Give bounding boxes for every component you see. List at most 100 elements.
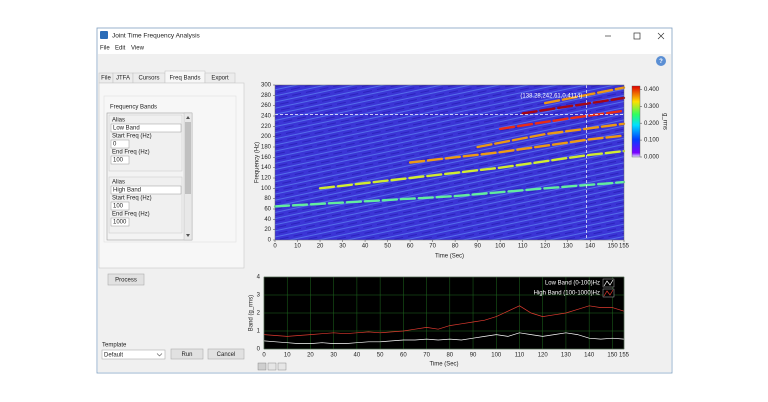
number-field[interactable] [110, 155, 130, 165]
tool-icon[interactable] [277, 362, 287, 371]
help-icon[interactable]: ? [659, 59, 663, 65]
colorbar-tick-label: 0.100 [644, 138, 660, 144]
x-tick-label: 110 [518, 244, 528, 250]
field-label: Start Freq (Hz) [112, 196, 152, 202]
x-tick-label: 0 [262, 353, 266, 359]
run-button[interactable] [170, 348, 204, 360]
text-field[interactable] [110, 185, 182, 195]
x-tick-label: 90 [474, 244, 481, 250]
y-tick-label: 180 [261, 145, 272, 151]
y-tick-label: 200 [261, 134, 272, 140]
series-line [263, 332, 625, 344]
number-field[interactable] [110, 217, 130, 227]
legend-label: High Band (100-1000)Hz [534, 291, 600, 297]
x-tick-label: 120 [540, 244, 551, 250]
x-tick-label: 70 [429, 244, 436, 250]
process-label[interactable]: Process [115, 278, 137, 284]
menu-item[interactable]: Edit [115, 46, 126, 52]
tab-label[interactable]: JTFA [116, 76, 130, 82]
legend-line [603, 289, 614, 297]
x-tick-label: 100 [495, 244, 506, 250]
field-label: End Freq (Hz) [112, 212, 150, 218]
dropdown-arrow[interactable] [156, 353, 163, 357]
template-dropdown[interactable] [101, 349, 166, 360]
ridge [476, 122, 626, 149]
field-value[interactable]: 100 [113, 158, 124, 164]
menu-item[interactable]: View [131, 46, 145, 52]
y-tick-label: 60 [264, 207, 271, 213]
process-button[interactable] [107, 273, 145, 286]
x-tick-label: 30 [330, 353, 337, 359]
cancel-button[interactable] [207, 348, 245, 360]
tab-label[interactable]: Export [211, 76, 229, 82]
field-value[interactable]: High Band [113, 188, 141, 194]
series-line [263, 305, 625, 337]
band-entries: Alias Low Band Start Freq (Hz) 0 End Freq (H… [108, 114, 183, 234]
group-title: Frequency Bands [110, 105, 157, 111]
x-tick-label: 0 [273, 244, 277, 250]
y-tick-label: 260 [261, 103, 272, 109]
text-field[interactable] [110, 123, 182, 133]
cancel-label[interactable]: Cancel [217, 352, 236, 358]
field-value[interactable]: Low Band [113, 126, 140, 132]
x-tick-label: 155 [619, 244, 630, 250]
number-field[interactable] [110, 201, 130, 211]
template-label: Template [102, 343, 127, 349]
y-tick-label: 0 [268, 238, 272, 244]
x-tick-label: 80 [452, 244, 459, 250]
y-tick-label: 100 [261, 186, 272, 192]
tool-icon[interactable] [267, 362, 277, 371]
help-button[interactable] [656, 56, 666, 66]
scroll-thumb[interactable] [185, 122, 191, 194]
tab-label[interactable]: Freq Bands [169, 76, 200, 82]
ridge [499, 109, 626, 131]
plot-frame [274, 84, 625, 241]
y-tick-label: 0 [257, 347, 261, 353]
y-tick-label: 300 [261, 83, 272, 89]
x-tick-label: 90 [470, 353, 477, 359]
close-button[interactable] [657, 32, 665, 40]
colorbar-title: g_rms [661, 113, 667, 130]
x-tick-label: 100 [491, 353, 502, 359]
x-tick-label: 50 [377, 353, 384, 359]
field-value[interactable]: 0 [113, 142, 117, 148]
legend-label: Low Band (0-100)Hz [545, 281, 600, 287]
field-value[interactable]: 1000 [113, 220, 127, 226]
ridge [408, 134, 626, 164]
x-tick-label: 60 [400, 353, 407, 359]
ridge [521, 96, 626, 115]
y-tick-label: 20 [264, 227, 271, 233]
y-tick-label: 120 [261, 176, 272, 182]
tab-label[interactable]: File [101, 76, 111, 82]
colorbar-tick-label: 0.400 [644, 87, 660, 93]
y-tick-label: 80 [264, 196, 271, 202]
x-tick-label: 10 [284, 353, 291, 359]
y-tick-label: 220 [261, 124, 272, 130]
x-tick-label: 20 [307, 353, 314, 359]
x-tick-label: 120 [538, 353, 549, 359]
y-tick-label: 240 [261, 114, 272, 120]
charts: (138.28,242.61,0.4114)0 10 20 30 40 50 60 70 80 9… [249, 83, 668, 368]
y-tick-label: 2 [257, 311, 261, 317]
maximize-button[interactable] [633, 32, 641, 40]
y-axis-title: Band (g_rms) [249, 295, 255, 331]
x-tick-label: 130 [563, 244, 574, 250]
tool-icon[interactable] [257, 362, 267, 371]
x-tick-label: 70 [423, 353, 430, 359]
x-tick-label: 40 [354, 353, 361, 359]
x-tick-label: 150 [607, 353, 618, 359]
template-value[interactable]: Default [104, 353, 123, 359]
legend-line [603, 279, 614, 287]
x-axis-title: Time (Sec) [429, 362, 458, 368]
field-value[interactable]: 100 [113, 204, 124, 210]
menu-item[interactable]: File [100, 46, 110, 52]
y-tick-label: 3 [257, 293, 261, 299]
field-label: Alias [112, 180, 125, 186]
tab-label[interactable]: Cursors [138, 76, 159, 82]
x-tick-label: 50 [384, 244, 391, 250]
x-tick-label: 20 [317, 244, 324, 250]
number-field[interactable] [110, 139, 130, 149]
x-axis-title: Time (Sec) [435, 254, 464, 260]
run-label[interactable]: Run [181, 352, 192, 358]
colorbar-tick-label: 0.000 [644, 155, 660, 161]
